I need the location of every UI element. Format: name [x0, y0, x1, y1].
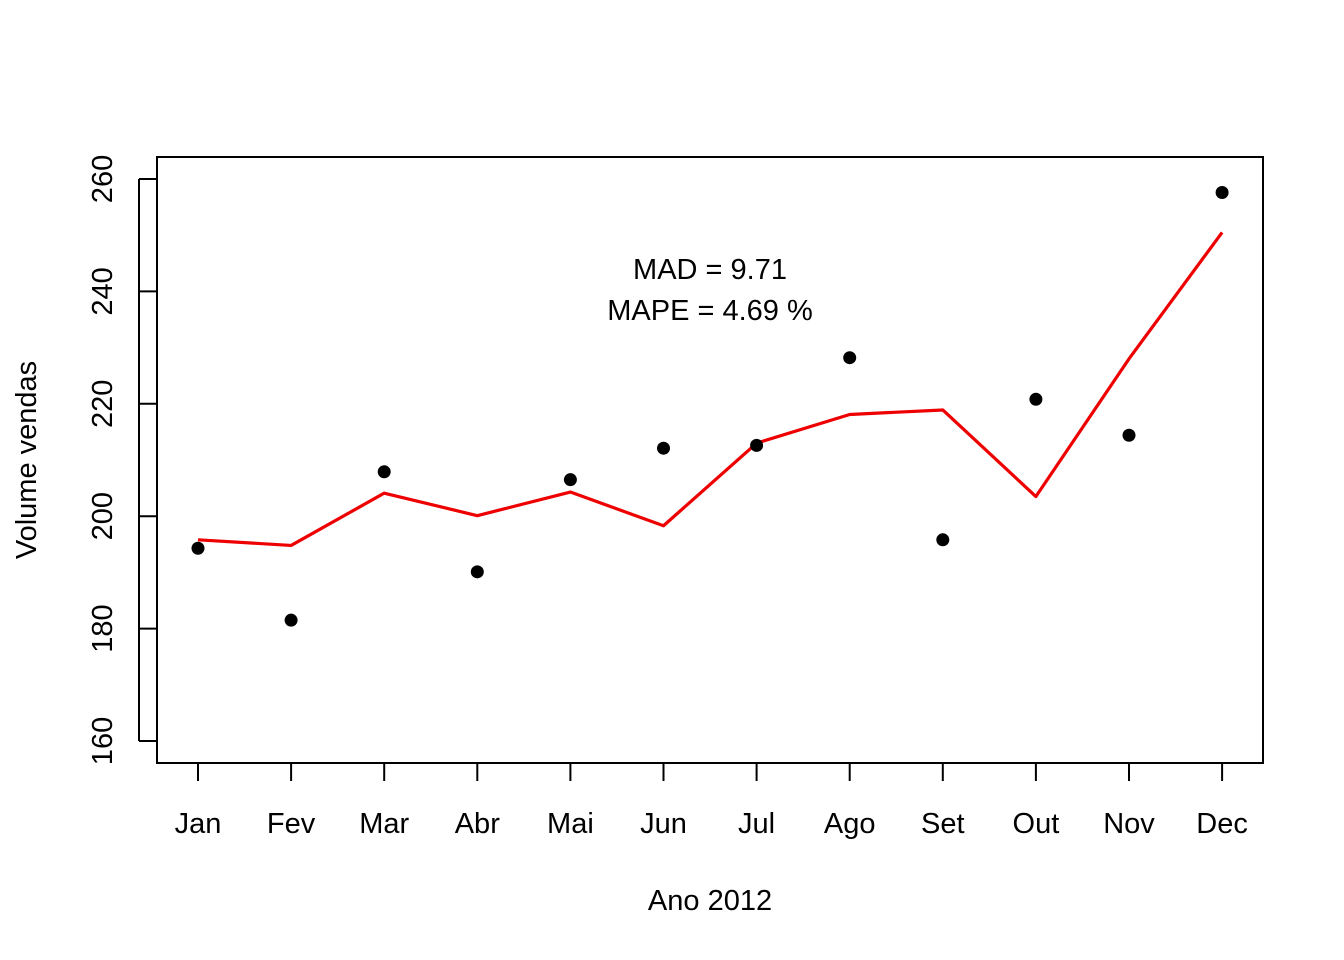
series-layer: [191, 185, 1229, 627]
data-point: [191, 541, 205, 555]
data-point: [1215, 185, 1229, 199]
x-tick-label: Jul: [738, 808, 775, 840]
plot-frame: [156, 156, 1264, 764]
data-point: [936, 533, 950, 547]
data-point: [750, 438, 764, 452]
x-tick-label: Mai: [547, 808, 594, 840]
data-point: [563, 473, 577, 487]
y-tick-label: 180: [87, 604, 119, 652]
x-tick-label: Set: [921, 808, 965, 840]
y-tick-label: 200: [87, 492, 119, 540]
annotation-mad: MAD = 9.71: [633, 254, 787, 286]
x-tick-label: Nov: [1103, 808, 1155, 840]
data-point: [284, 613, 298, 627]
data-point: [377, 465, 391, 479]
x-tick-label: Fev: [267, 808, 316, 840]
data-point: [1029, 392, 1043, 406]
y-tick-label: 260: [87, 155, 119, 203]
y-tick-label: 240: [87, 267, 119, 315]
y-axis-title: Volume vendas: [11, 361, 43, 559]
y-tick-label: 160: [87, 717, 119, 765]
data-point: [843, 351, 857, 365]
x-tick-label: Out: [1013, 808, 1060, 840]
fitted-line: [197, 231, 1224, 548]
x-axis-title: Ano 2012: [648, 885, 772, 917]
x-tick-label: Dec: [1196, 808, 1248, 840]
y-tick-label: 220: [87, 380, 119, 428]
x-axis: Jan Fev Mar Abr Mai Jun Jul Ago Set Out Nov Dec: [175, 762, 1248, 840]
data-point: [657, 441, 670, 455]
x-tick-label: Mar: [359, 808, 409, 840]
annotation-mape: MAPE = 4.69 %: [607, 295, 813, 327]
x-tick-label: Jan: [175, 808, 222, 840]
x-tick-label: Jun: [640, 808, 687, 840]
y-axis: 160 180 200 220 240 260: [87, 155, 157, 765]
x-tick-label: Ago: [824, 808, 876, 840]
x-tick-label: Abr: [455, 808, 500, 840]
data-point: [470, 565, 484, 579]
data-point: [1122, 428, 1136, 442]
